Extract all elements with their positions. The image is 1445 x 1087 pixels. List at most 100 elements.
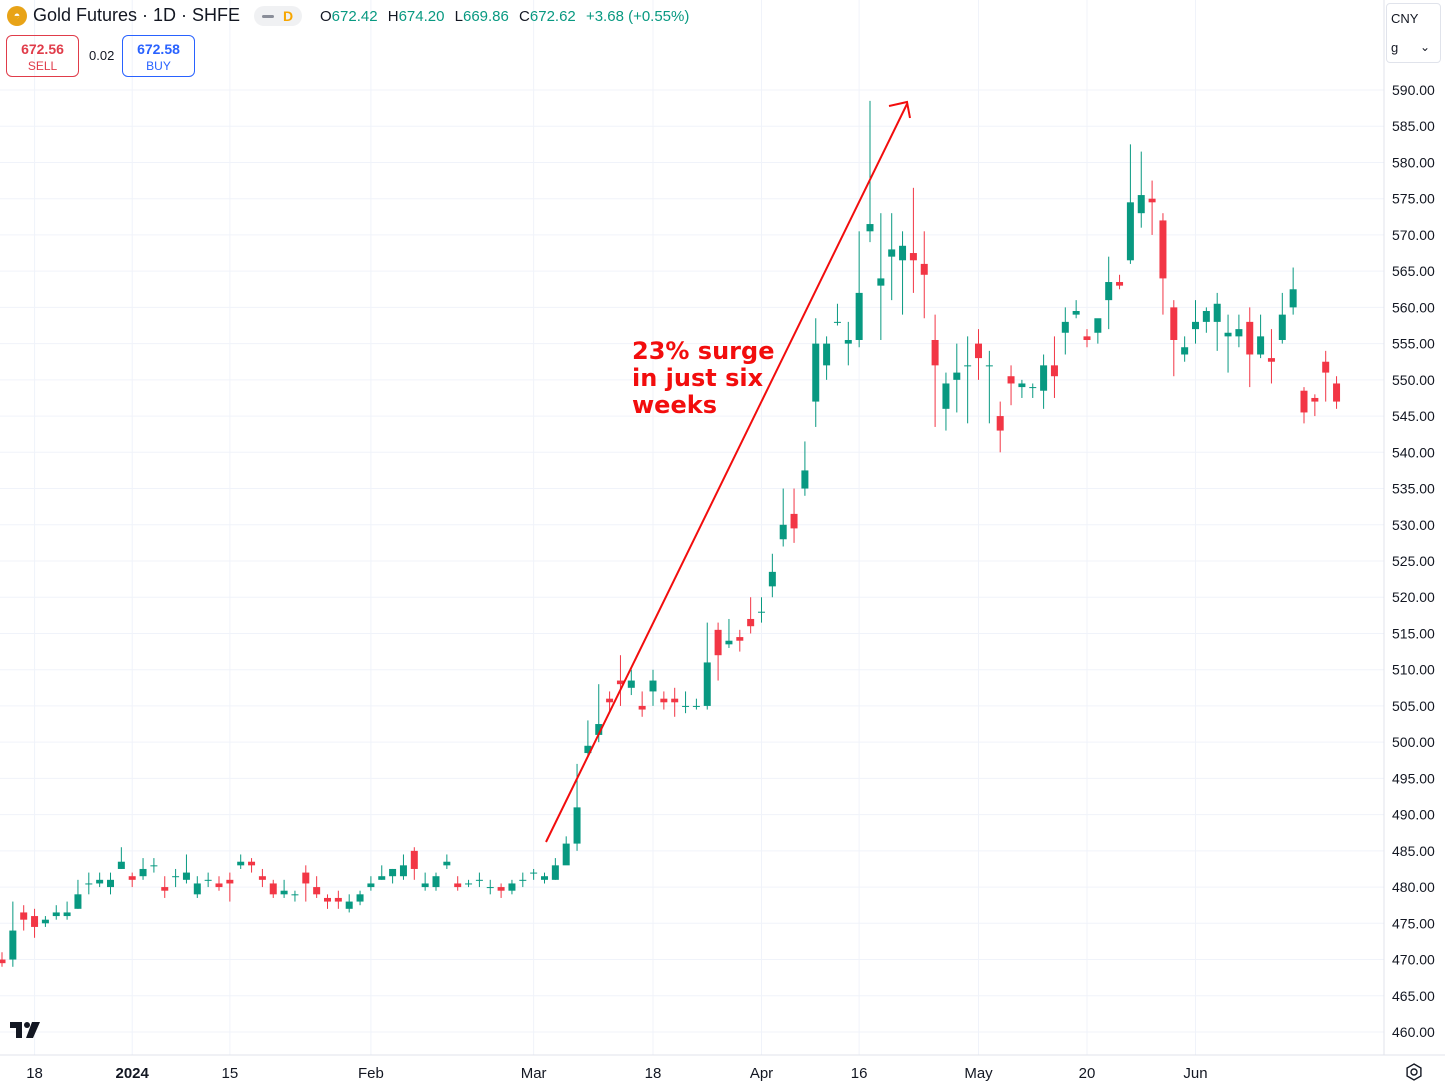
candle-body [1050, 365, 1058, 377]
candle [790, 488, 798, 543]
candle-body [725, 640, 733, 645]
candle-body [899, 245, 907, 261]
candle-body [486, 887, 494, 889]
candle-body [877, 278, 885, 286]
sell-button[interactable]: 672.56 SELL [6, 35, 79, 77]
candle [801, 441, 809, 496]
candle-body [692, 705, 700, 707]
candle-body [258, 876, 266, 880]
candle-body [562, 843, 570, 866]
interval-badge: D [283, 8, 294, 24]
candle-body [703, 662, 711, 706]
candle [345, 894, 353, 913]
candle-body [410, 850, 418, 869]
candlestick-series [0, 100, 1341, 967]
candle-body [85, 883, 93, 885]
candle [313, 876, 321, 898]
surge-arrow-line [545, 103, 908, 843]
candle [486, 879, 494, 895]
open-label: O [320, 8, 332, 25]
candle [117, 847, 125, 869]
visibility-icon [262, 15, 274, 18]
candle [215, 876, 223, 891]
candle [421, 872, 429, 891]
candle-body [475, 879, 483, 881]
candle-body [1224, 332, 1232, 337]
buy-button[interactable]: 672.58 BUY [122, 35, 195, 77]
candle-body [1192, 321, 1199, 330]
candle [280, 879, 288, 898]
candle-body [931, 339, 939, 366]
candle-body [0, 959, 6, 964]
open-value: 672.42 [331, 8, 378, 25]
candle [1137, 151, 1145, 228]
candle-body [215, 883, 223, 888]
candle-body [345, 901, 353, 909]
candle-body [204, 879, 212, 881]
change-value: +3.68 (+0.55%) [585, 8, 690, 25]
candle [1159, 213, 1167, 315]
candle-body [1246, 321, 1254, 355]
currency-label: CNY [1391, 11, 1419, 26]
candle [1072, 300, 1080, 319]
candle-body [964, 365, 972, 367]
low-label: L [454, 8, 463, 25]
candle [1094, 318, 1102, 344]
candle [182, 854, 190, 884]
candle-body [465, 883, 473, 885]
candle-body [823, 343, 831, 366]
price-tick-label: 505.00 [1392, 698, 1435, 714]
chart-grid [0, 0, 1384, 1055]
candle [237, 854, 245, 869]
candle [497, 883, 505, 898]
candle-body [1105, 282, 1113, 301]
candle-body [1061, 321, 1069, 333]
candle [855, 231, 863, 348]
ohlc-readout: O672.42 H674.20 L669.86 C672.62 +3.68 (+… [320, 8, 695, 25]
candle [443, 854, 451, 869]
candle-body [1213, 303, 1221, 322]
symbol-title[interactable]: Gold Futures · 1D · SHFE [33, 5, 241, 25]
price-tick-label: 585.00 [1392, 118, 1435, 134]
candle-body [193, 883, 201, 895]
candle [649, 669, 657, 706]
settings-gear-icon[interactable] [1405, 1063, 1423, 1081]
candle [248, 858, 256, 873]
market-status-toggle[interactable]: D [254, 6, 302, 26]
candle-body [985, 365, 993, 367]
candle [1257, 314, 1265, 359]
time-axis: 18 2024 15 Feb Mar 18 Apr 16 May 20 Jun [26, 1065, 1207, 1082]
candle-body [909, 253, 917, 261]
candle [139, 858, 147, 880]
candle [1202, 307, 1210, 333]
candle [150, 858, 158, 873]
candle-body [432, 876, 440, 888]
candle-body [1170, 307, 1178, 340]
buy-price: 672.58 [137, 41, 180, 57]
candle [269, 879, 277, 898]
currency-unit-selector[interactable]: CNY g ⌄ [1386, 3, 1441, 63]
candle [41, 916, 49, 927]
candle [768, 553, 776, 598]
candle-body [942, 383, 950, 409]
candle [779, 488, 787, 547]
time-tick-label: Mar [521, 1065, 547, 1082]
price-tick-label: 545.00 [1392, 408, 1435, 424]
candle [475, 872, 483, 888]
candle-body [52, 912, 60, 917]
candle [172, 868, 180, 888]
time-tick-label: 2024 [116, 1065, 150, 1082]
candle-body [1159, 220, 1167, 279]
candle-body [20, 912, 28, 920]
candle [20, 905, 28, 931]
candle [1007, 365, 1015, 406]
candle [1181, 336, 1189, 362]
candle-body [1257, 336, 1265, 355]
candle [931, 314, 939, 427]
candle-body [1202, 311, 1210, 322]
price-tick-label: 535.00 [1392, 481, 1435, 497]
candle [324, 894, 331, 909]
candle [899, 231, 907, 315]
candle-body [367, 883, 375, 888]
